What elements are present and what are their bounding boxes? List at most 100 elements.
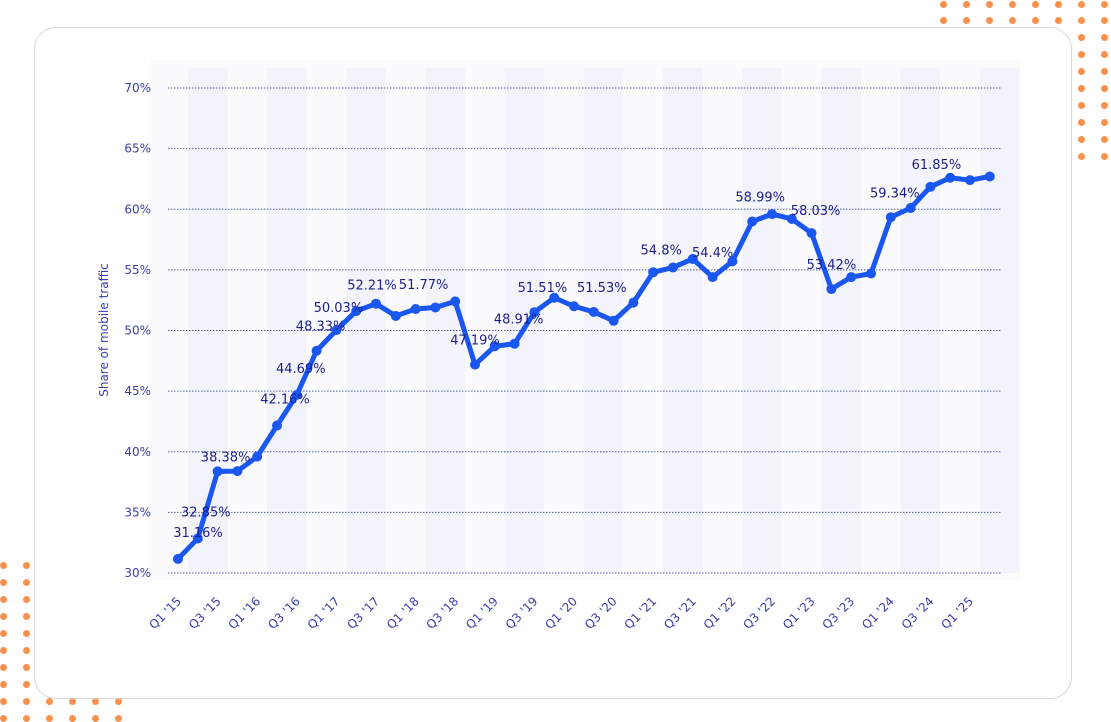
y-tick-label: 65% <box>124 142 151 156</box>
data-point <box>509 338 520 349</box>
data-point <box>588 306 599 317</box>
decorative-dot <box>23 715 30 722</box>
decorative-dot <box>46 715 53 722</box>
column-band <box>346 68 386 573</box>
decorative-dot <box>1009 17 1016 24</box>
data-label: 48.91% <box>494 313 544 328</box>
decorative-dot <box>1101 85 1108 92</box>
x-tick-label: Q1 '23 <box>780 594 818 632</box>
data-label: 52.21% <box>347 279 397 294</box>
data-point <box>311 345 322 356</box>
x-tick-label: Q1 '21 <box>622 594 660 632</box>
x-tick-label: Q3 '18 <box>424 594 462 632</box>
data-point <box>707 272 718 283</box>
data-point <box>470 359 480 370</box>
decorative-dot <box>1078 1 1085 8</box>
decorative-dot <box>1101 68 1108 75</box>
decorative-dot <box>1101 17 1108 24</box>
decorative-dot <box>23 596 30 603</box>
decorative-dot <box>963 1 970 8</box>
decorative-dot <box>1101 1 1108 8</box>
data-label: 51.53% <box>577 281 627 296</box>
x-tick-label: Q1 '19 <box>463 594 501 632</box>
data-labels: 31.16% 32.85% 38.38% 42.16% 44.69% 48.33% 50.0… <box>173 158 961 541</box>
data-point <box>390 310 401 321</box>
data-point <box>945 172 956 183</box>
decorative-dot <box>0 596 7 603</box>
decorative-dot <box>115 698 122 705</box>
data-label: 59.34% <box>870 186 920 201</box>
decorative-dot <box>1009 1 1016 8</box>
x-tick-label: Q1 '22 <box>701 594 739 632</box>
decorative-dot <box>963 17 970 24</box>
decorative-dot <box>986 1 993 8</box>
decorative-dot <box>1078 136 1085 143</box>
data-label: 50.03% <box>314 301 364 316</box>
data-point <box>529 307 540 318</box>
decorative-dot <box>0 681 7 688</box>
decorative-dot <box>1078 68 1085 75</box>
decorative-dot <box>1078 153 1085 160</box>
data-point <box>331 325 342 336</box>
y-tick-label: 60% <box>124 202 151 216</box>
decorative-dot <box>1055 17 1062 24</box>
column-band <box>663 68 703 573</box>
x-tick-label: Q1 '16 <box>226 594 264 632</box>
data-point <box>549 292 560 303</box>
data-point <box>866 268 876 279</box>
data-point <box>846 272 857 283</box>
column-band <box>742 68 782 573</box>
x-tick-label: Q1 '15 <box>146 594 184 632</box>
decorative-dot <box>1101 153 1108 160</box>
column-band <box>979 68 1020 573</box>
data-label: 58.99% <box>735 190 785 205</box>
decorative-dot <box>940 17 947 24</box>
data-point <box>252 451 263 462</box>
data-point <box>272 420 282 431</box>
decorative-dot <box>1078 119 1085 126</box>
x-tick-label: Q1 '20 <box>542 594 580 632</box>
decorative-dot <box>0 562 7 569</box>
data-label: 51.77% <box>399 278 449 293</box>
decorative-dot <box>0 698 7 705</box>
x-tick-label: Q3 '22 <box>740 594 778 632</box>
data-point <box>430 302 441 313</box>
decorative-dot <box>23 698 30 705</box>
y-tick-label: 30% <box>124 566 151 580</box>
decorative-dot <box>115 715 122 722</box>
x-tick-label: Q1 '24 <box>859 594 897 632</box>
data-point <box>806 228 817 239</box>
y-tick-label: 45% <box>124 384 151 398</box>
decorative-dot <box>1078 85 1085 92</box>
column-bands <box>150 60 1020 580</box>
data-label: 48.33% <box>296 320 346 335</box>
data-point <box>727 256 738 267</box>
decorative-dot <box>23 681 30 688</box>
decorative-dot <box>1055 1 1062 8</box>
data-point <box>489 341 500 352</box>
x-axis-ticks: Q1 '15 Q3 '15 Q1 '16 Q3 '16 Q1 '17 Q3 '17 Q1 '… <box>146 594 976 632</box>
gridlines <box>168 87 1002 574</box>
data-point <box>608 315 619 326</box>
y-tick-label: 55% <box>124 263 151 277</box>
data-label: 54.8% <box>641 243 682 258</box>
decorative-dot <box>1078 34 1085 41</box>
data-point <box>371 298 381 309</box>
decorative-dot <box>69 698 76 705</box>
column-band <box>267 68 307 573</box>
x-tick-label: Q3 '23 <box>820 594 858 632</box>
decorative-dot <box>940 1 947 8</box>
data-point <box>648 267 659 278</box>
data-label: 38.38% <box>201 450 251 465</box>
decorative-dot <box>23 562 30 569</box>
data-label: 44.69% <box>276 362 326 377</box>
decorative-dot <box>1078 17 1085 24</box>
y-tick-label: 35% <box>124 505 151 519</box>
data-point <box>885 212 896 223</box>
data-point <box>628 297 639 308</box>
x-tick-label: Q3 '15 <box>186 594 224 632</box>
data-point <box>410 304 421 315</box>
data-point <box>569 301 579 312</box>
data-label: 32.85% <box>181 505 231 520</box>
